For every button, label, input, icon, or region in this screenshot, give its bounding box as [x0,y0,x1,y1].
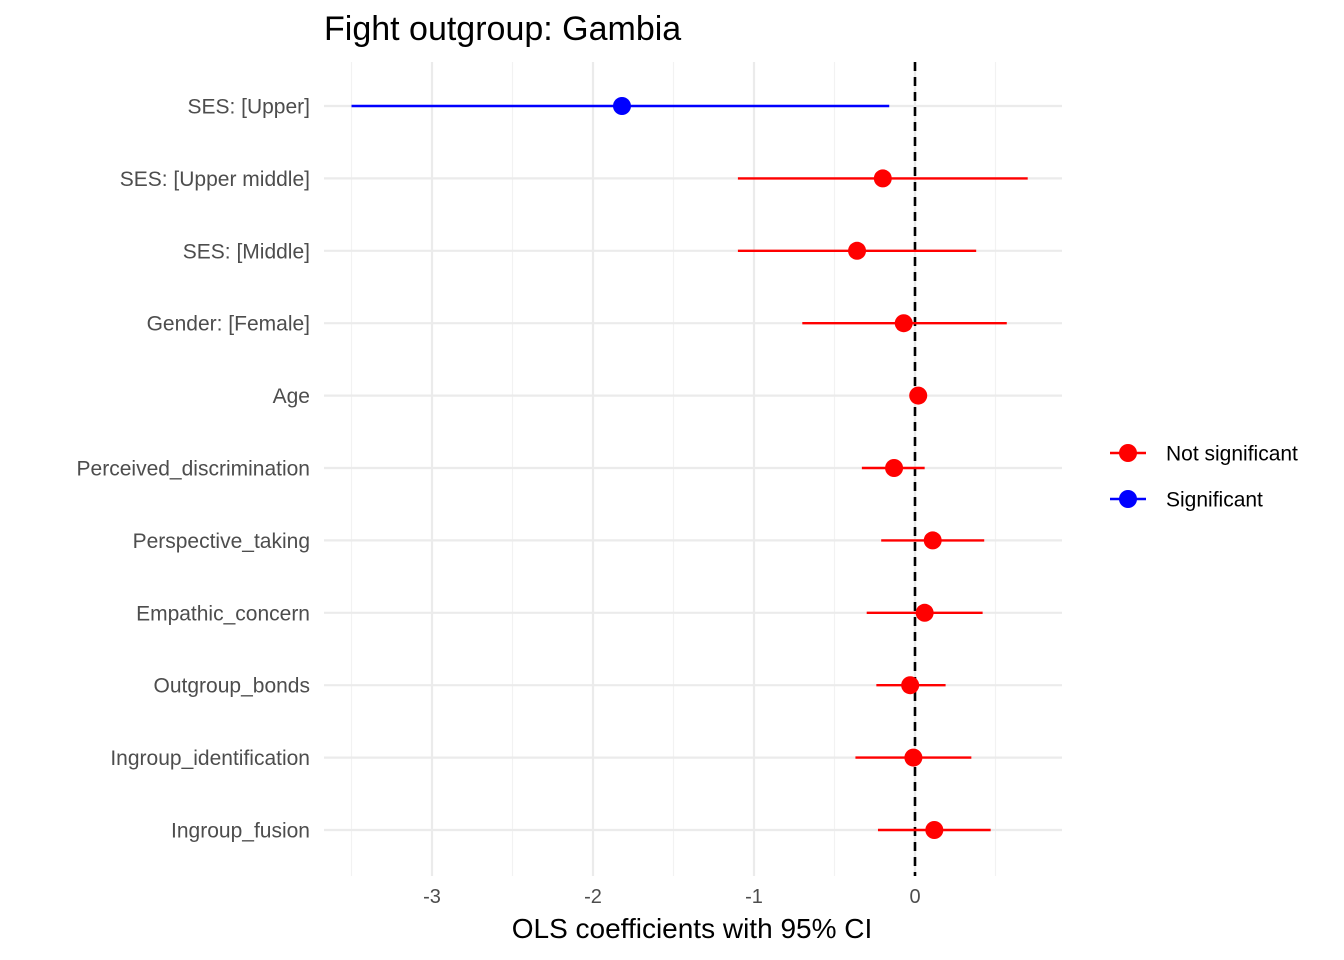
x-tick-label: -3 [423,886,441,908]
term-label: Perceived_discrimination [77,458,310,481]
estimate-point [612,97,631,115]
legend-key [1119,490,1137,508]
coefficient-marks [351,97,1028,839]
estimate-point [873,169,892,188]
term-label: Ingroup_fusion [171,820,310,843]
x-tick-label: -1 [745,886,763,908]
x-tick-label: -2 [584,886,602,908]
term-label: Outgroup_bonds [154,675,310,698]
legend: Not significant Significant [1110,443,1298,512]
x-axis-ticks: -3 -2 -1 0 [423,886,920,908]
chart-title: Fight outgroup: Gambia [324,10,681,48]
term-label: SES: [Middle] [183,240,310,263]
term-label: SES: [Upper] [187,96,310,119]
estimate-point [923,531,942,550]
estimate-point [915,603,934,622]
x-axis-title: OLS coefficients with 95% CI [512,913,873,944]
term-label: SES: [Upper middle] [120,168,310,191]
x-tick-label: 0 [909,886,920,908]
estimate-point [894,314,913,333]
legend-label: Not significant [1166,443,1298,466]
term-label: Perspective_taking [133,530,310,553]
estimate-point [885,459,904,477]
legend-key [1119,444,1137,462]
y-axis-labels: SES: [Upper] SES: [Upper middle] SES: [Mid… [77,96,310,843]
term-label: Ingroup_identification [110,747,310,770]
term-label: Gender: [Female] [147,313,310,336]
term-label: Age [273,385,310,408]
grid-lines [324,62,1062,876]
estimate-point [848,241,867,260]
estimate-point [909,386,928,405]
legend-label: Significant [1166,489,1263,512]
estimate-point [901,676,920,695]
estimate-point [904,748,923,767]
term-label: Empathic_concern [136,602,310,625]
estimate-point [925,821,944,839]
